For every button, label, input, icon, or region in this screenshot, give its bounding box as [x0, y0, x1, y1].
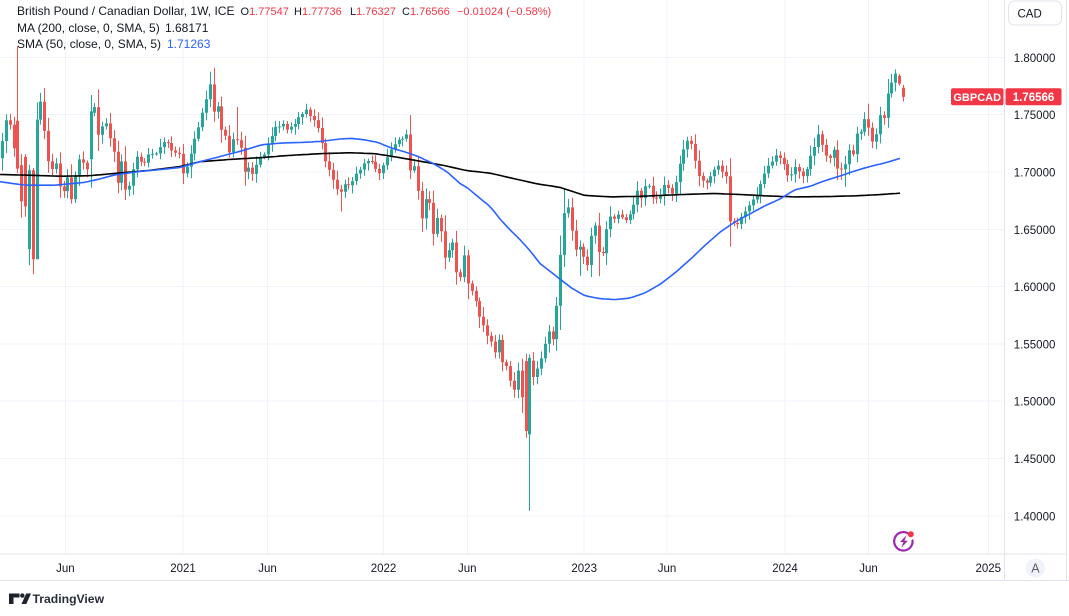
- svg-text:Jun: Jun: [458, 563, 477, 575]
- svg-text:H1.77736: H1.77736: [294, 6, 342, 18]
- svg-text:1.60000: 1.60000: [1014, 282, 1056, 294]
- svg-text:Jun: Jun: [859, 563, 878, 575]
- svg-text:1.68171: 1.68171: [165, 21, 209, 35]
- svg-text:A: A: [1031, 562, 1040, 576]
- svg-text:British Pound / Canadian Dolla: British Pound / Canadian Dollar, 1W, ICE: [17, 4, 234, 18]
- svg-text:2024: 2024: [772, 563, 798, 575]
- svg-text:2021: 2021: [170, 563, 196, 575]
- svg-text:O1.77547: O1.77547: [241, 6, 289, 18]
- svg-text:TradingView: TradingView: [33, 592, 105, 606]
- svg-text:2022: 2022: [371, 563, 397, 575]
- svg-text:1.50000: 1.50000: [1014, 397, 1056, 409]
- svg-text:1.75000: 1.75000: [1014, 110, 1056, 122]
- svg-text:1.71263: 1.71263: [167, 37, 211, 51]
- svg-text:L1.76327: L1.76327: [350, 6, 396, 18]
- svg-text:C1.76566: C1.76566: [402, 6, 450, 18]
- svg-text:1.45000: 1.45000: [1014, 454, 1056, 466]
- svg-text:1.55000: 1.55000: [1014, 339, 1056, 351]
- svg-text:MA (200, close, 0, SMA, 5): MA (200, close, 0, SMA, 5): [17, 21, 160, 35]
- svg-text:Jun: Jun: [258, 563, 277, 575]
- svg-text:1.40000: 1.40000: [1014, 511, 1056, 523]
- svg-text:SMA (50, close, 0, SMA, 5): SMA (50, close, 0, SMA, 5): [17, 37, 161, 51]
- svg-text:Jun: Jun: [56, 563, 75, 575]
- svg-text:1.65000: 1.65000: [1014, 225, 1056, 237]
- svg-text:CAD: CAD: [1018, 9, 1042, 21]
- svg-text:1.70000: 1.70000: [1014, 168, 1056, 180]
- svg-text:−0.01024 (−0.58%): −0.01024 (−0.58%): [457, 6, 551, 18]
- svg-text:1.80000: 1.80000: [1014, 53, 1056, 65]
- svg-text:2023: 2023: [571, 563, 597, 575]
- svg-text:GBPCAD: GBPCAD: [953, 92, 1001, 104]
- svg-text:2025: 2025: [976, 563, 1002, 575]
- svg-text:Jun: Jun: [658, 563, 677, 575]
- svg-text:1.76566: 1.76566: [1013, 92, 1055, 104]
